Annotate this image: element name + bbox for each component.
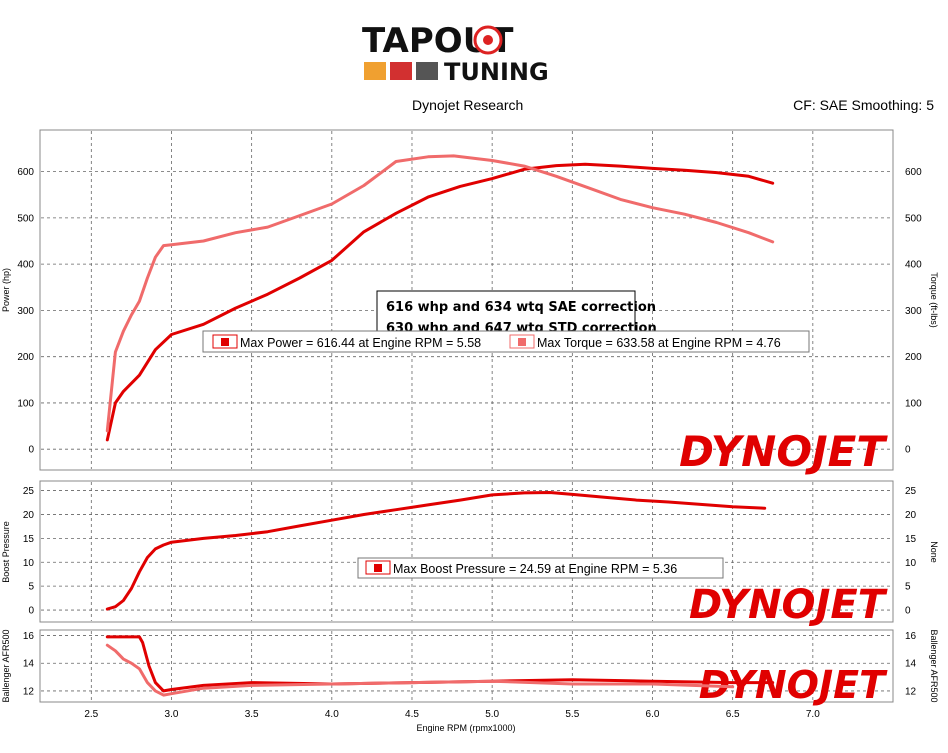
- x-tick-1: 3.0: [165, 709, 179, 720]
- y-tick-left-2-0: 12: [23, 686, 35, 697]
- series-line-0-0: [105, 162, 775, 442]
- annotation-line-1: 616 whp and 634 wtq SAE correction: [386, 300, 656, 315]
- boost-panel-frame: [39, 480, 894, 623]
- legend-box: [202, 330, 810, 353]
- dynojet-watermark-1: DYNOJET: [689, 582, 888, 628]
- y-tick-right-1-2: 10: [905, 558, 917, 569]
- x-tick-9: 7.0: [806, 709, 820, 720]
- y-tick-right-0-0: 0: [905, 445, 911, 456]
- y-tick-left-0-4: 400: [17, 260, 34, 271]
- dynojet-watermark-2: DYNOJET: [699, 663, 888, 707]
- y-tick-left-1-4: 20: [23, 510, 35, 521]
- afr-axis-title: Ballenger AFR500: [1, 629, 11, 702]
- x-tick-6: 5.5: [565, 709, 579, 720]
- x-tick-5: 5.0: [485, 709, 499, 720]
- boost-right-axis-title: None: [929, 541, 939, 563]
- tapout-tuning-logo: TAPOUT TUNING: [362, 21, 549, 86]
- x-axis-title: Engine RPM (rpmx1000): [416, 723, 515, 733]
- boost-legend-swatch: [374, 564, 382, 572]
- y-tick-left-1-1: 5: [28, 582, 34, 593]
- max-torque-label: Max Torque = 633.58 at Engine RPM = 4.76: [537, 336, 781, 350]
- y-tick-left-0-6: 600: [17, 167, 34, 178]
- y-tick-right-1-0: 0: [905, 606, 911, 617]
- y-tick-left-0-1: 100: [17, 398, 34, 409]
- logo-stripe-orange: [364, 62, 386, 80]
- y-tick-right-0-1: 100: [905, 398, 922, 409]
- x-tick-8: 6.5: [726, 709, 740, 720]
- afr-right-axis-title: Ballenger AFR500: [929, 629, 939, 702]
- boost-legend: Max Boost Pressure = 24.59 at Engine RPM…: [357, 557, 724, 579]
- x-tick-0: 2.5: [84, 709, 98, 720]
- boost-axis-title: Boost Pressure: [1, 521, 11, 583]
- y-tick-left-0-5: 500: [17, 213, 34, 224]
- series-line-2-1: [105, 643, 735, 697]
- y-tick-right-0-6: 600: [905, 167, 922, 178]
- y-tick-right-1-1: 5: [905, 582, 911, 593]
- y-tick-right-0-2: 200: [905, 352, 922, 363]
- series-line-1-0: [105, 491, 767, 611]
- y-tick-right-2-2: 16: [905, 631, 917, 642]
- source-label: Dynojet Research: [412, 97, 523, 113]
- x-tick-4: 4.5: [405, 709, 419, 720]
- turbo-hub-icon: [483, 35, 493, 45]
- y-tick-left-1-0: 0: [28, 606, 34, 617]
- x-tick-3: 4.0: [325, 709, 339, 720]
- y-tick-right-1-5: 25: [905, 486, 917, 497]
- x-tick-2: 3.5: [245, 709, 259, 720]
- torque-legend-swatch: [518, 338, 526, 346]
- power-axis-title: Power (hp): [1, 268, 11, 312]
- y-tick-right-1-3: 15: [905, 534, 917, 545]
- series-layer: [105, 154, 775, 697]
- max-power-label: Max Power = 616.44 at Engine RPM = 5.58: [240, 336, 481, 350]
- logo-stripe-red: [390, 62, 412, 80]
- y-tick-right-2-0: 12: [905, 686, 917, 697]
- tick-layer: 0 0 100 100 200 200 300 300 400 400 500 500 600 600 0 0…: [17, 167, 922, 720]
- cf-label: CF: SAE Smoothing: 5: [793, 97, 934, 113]
- watermark-layer: DYNOJET DYNOJET DYNOJET: [679, 427, 888, 707]
- afr-panel-frame: [39, 629, 894, 703]
- y-tick-left-0-3: 300: [17, 306, 34, 317]
- y-tick-left-1-3: 15: [23, 534, 35, 545]
- y-tick-right-2-1: 14: [905, 659, 917, 670]
- y-tick-left-1-2: 10: [23, 558, 35, 569]
- logo-bottom-text: TUNING: [444, 58, 549, 86]
- max-boost-label: Max Boost Pressure = 24.59 at Engine RPM…: [393, 562, 677, 576]
- y-tick-left-2-1: 14: [23, 659, 35, 670]
- power-torque-legend: Max Power = 616.44 at Engine RPM = 5.58 …: [202, 330, 810, 353]
- y-tick-right-0-4: 400: [905, 260, 922, 271]
- y-tick-right-0-5: 500: [905, 213, 922, 224]
- dynojet-watermark-0: DYNOJET: [679, 427, 888, 476]
- series-line-2-0: [105, 635, 775, 693]
- y-tick-left-2-2: 16: [23, 631, 35, 642]
- power-legend-swatch: [221, 338, 229, 346]
- y-tick-left-0-0: 0: [28, 445, 34, 456]
- boost-legend-box: [357, 557, 724, 579]
- y-tick-left-1-5: 25: [23, 486, 35, 497]
- y-tick-right-0-3: 300: [905, 306, 922, 317]
- torque-axis-title: Torque (ft-lbs): [929, 272, 939, 328]
- x-tick-7: 6.0: [646, 709, 660, 720]
- y-tick-right-1-4: 20: [905, 510, 917, 521]
- y-tick-left-0-2: 200: [17, 352, 34, 363]
- series-line-0-1: [105, 154, 775, 433]
- logo-stripe-gray: [416, 62, 438, 80]
